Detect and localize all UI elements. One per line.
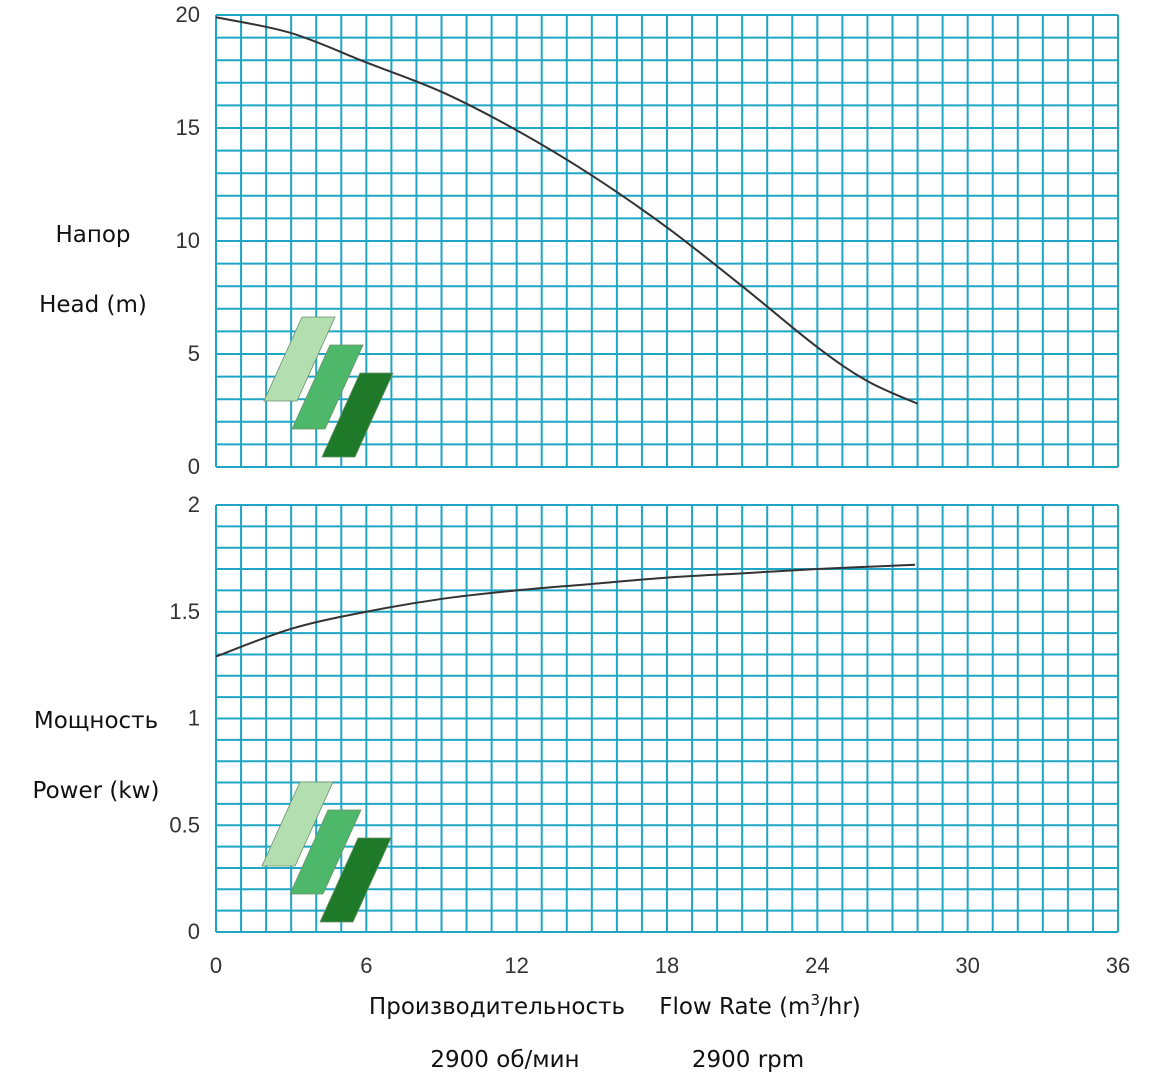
x-tick-label: 0	[210, 953, 222, 978]
x-tick-label: 36	[1106, 953, 1130, 978]
logo-bar-dark	[321, 372, 394, 458]
power-y-tick-label: 0.5	[169, 812, 200, 837]
power-y-tick-label: 0	[188, 919, 200, 944]
power-curve	[215, 563, 916, 658]
head-grid	[215, 14, 1119, 468]
xlabel-en-sup: 3	[810, 991, 820, 1009]
x-tick-label: 6	[360, 953, 372, 978]
speed-ru: 2900 об/мин	[430, 1047, 579, 1073]
power-ylabel-en: Power (kw)	[33, 778, 160, 804]
logo-bar-dark	[319, 837, 392, 923]
head-y-tick-label: 0	[188, 454, 200, 479]
head-y-tick-label: 15	[176, 115, 200, 140]
x-tick-label: 24	[805, 953, 829, 978]
power-y-tick-label: 2	[188, 492, 200, 517]
logo-bar-mid	[289, 809, 362, 895]
xlabel-en: Flow Rate (m3/hr)	[659, 991, 861, 1020]
head-curve	[215, 16, 918, 405]
power-y-tick-label: 1.5	[169, 599, 200, 624]
xlabel-en-prefix: Flow Rate (m	[659, 994, 810, 1020]
head-ylabel-ru: Напор	[55, 222, 130, 248]
x-tick-label: 18	[655, 953, 679, 978]
power-ylabel-ru: Мощность	[34, 708, 158, 734]
head-y-tick-label: 10	[176, 228, 200, 253]
power-grid	[215, 504, 1119, 933]
logo-bar-light	[261, 781, 334, 867]
xlabel-ru: Производительность	[369, 994, 625, 1020]
xlabel-en-suffix: /hr)	[820, 994, 861, 1020]
head-panel: 0 5 10 15 20	[176, 2, 1119, 479]
power-logo-icon	[261, 781, 392, 923]
power-y-tick-label: 1	[188, 706, 200, 731]
logo-bar-mid	[291, 344, 364, 430]
power-panel: 0 0.5 1 1.5 2 0 6 12 18 24 30 36	[169, 492, 1130, 978]
head-logo-icon	[263, 316, 394, 458]
x-tick-label: 30	[955, 953, 979, 978]
logo-bar-light	[263, 316, 336, 402]
head-ylabel-en: Head (m)	[39, 292, 147, 318]
speed-en: 2900 rpm	[692, 1047, 804, 1073]
head-y-tick-label: 20	[176, 2, 200, 27]
x-tick-label: 12	[504, 953, 528, 978]
head-y-tick-label: 5	[188, 341, 200, 366]
